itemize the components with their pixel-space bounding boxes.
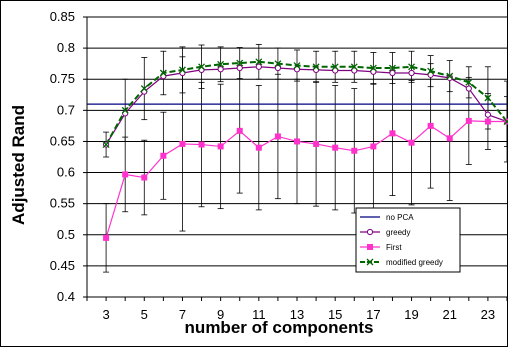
- legend-label-no-pca: no PCA: [386, 213, 414, 222]
- y-tick-label: 0.7: [57, 102, 75, 117]
- first-point: [295, 139, 300, 144]
- legend-marker-greedy: [367, 229, 372, 234]
- x-axis-label: number of components: [185, 318, 374, 337]
- y-axis-label: Adjusted Rand: [9, 105, 28, 225]
- first-point: [142, 175, 147, 180]
- greedy-point: [390, 70, 395, 75]
- first-point: [275, 134, 280, 139]
- first-point: [371, 144, 376, 149]
- first-point: [123, 172, 128, 177]
- first-point: [218, 144, 223, 149]
- first-point: [161, 153, 166, 158]
- legend: no PCA greedy First modified greedy: [356, 208, 460, 272]
- greedy-point: [466, 86, 471, 91]
- y-tick-labels: 0.4 0.45 0.5 0.55 0.6 0.65 0.7 0.75 0.8 0.85: [50, 9, 75, 304]
- y-tick-label: 0.65: [50, 133, 75, 148]
- first-point: [409, 140, 414, 145]
- y-tick-label: 0.4: [57, 289, 75, 304]
- x-tick-label: 5: [141, 307, 148, 322]
- first-point: [199, 142, 204, 147]
- first-point: [237, 128, 242, 133]
- y-tick-label: 0.8: [57, 40, 75, 55]
- first-point: [352, 148, 357, 153]
- first-point: [333, 145, 338, 150]
- x-tick-label: 23: [481, 307, 495, 322]
- legend-label-first: First: [386, 243, 402, 252]
- x-tick-label: 21: [442, 307, 456, 322]
- first-point: [256, 145, 261, 150]
- greedy-point: [218, 67, 223, 72]
- first-point: [428, 123, 433, 128]
- first-point: [485, 119, 490, 124]
- x-tick-label: 19: [404, 307, 418, 322]
- y-tick-label: 0.6: [57, 165, 75, 180]
- modified-greedy-line: [106, 62, 507, 145]
- greedy-point: [485, 112, 490, 117]
- y-tick-label: 0.45: [50, 258, 75, 273]
- y-tick-label: 0.75: [50, 71, 75, 86]
- first-point: [466, 118, 471, 123]
- x-tick-label: 3: [102, 307, 109, 322]
- first-point: [390, 131, 395, 136]
- first-point: [180, 141, 185, 146]
- y-tick-label: 0.5: [57, 227, 75, 242]
- y-tick-label: 0.85: [50, 9, 75, 24]
- y-tick-label: 0.55: [50, 196, 75, 211]
- greedy-point: [256, 64, 261, 69]
- legend-label-greedy: greedy: [386, 228, 410, 237]
- first-point: [314, 141, 319, 146]
- first-point: [447, 136, 452, 141]
- legend-label-modified-greedy: modified greedy: [386, 258, 443, 267]
- greedy-point: [409, 70, 414, 75]
- greedy-point: [237, 65, 242, 70]
- first-point: [104, 235, 109, 240]
- legend-marker-first: [368, 245, 373, 250]
